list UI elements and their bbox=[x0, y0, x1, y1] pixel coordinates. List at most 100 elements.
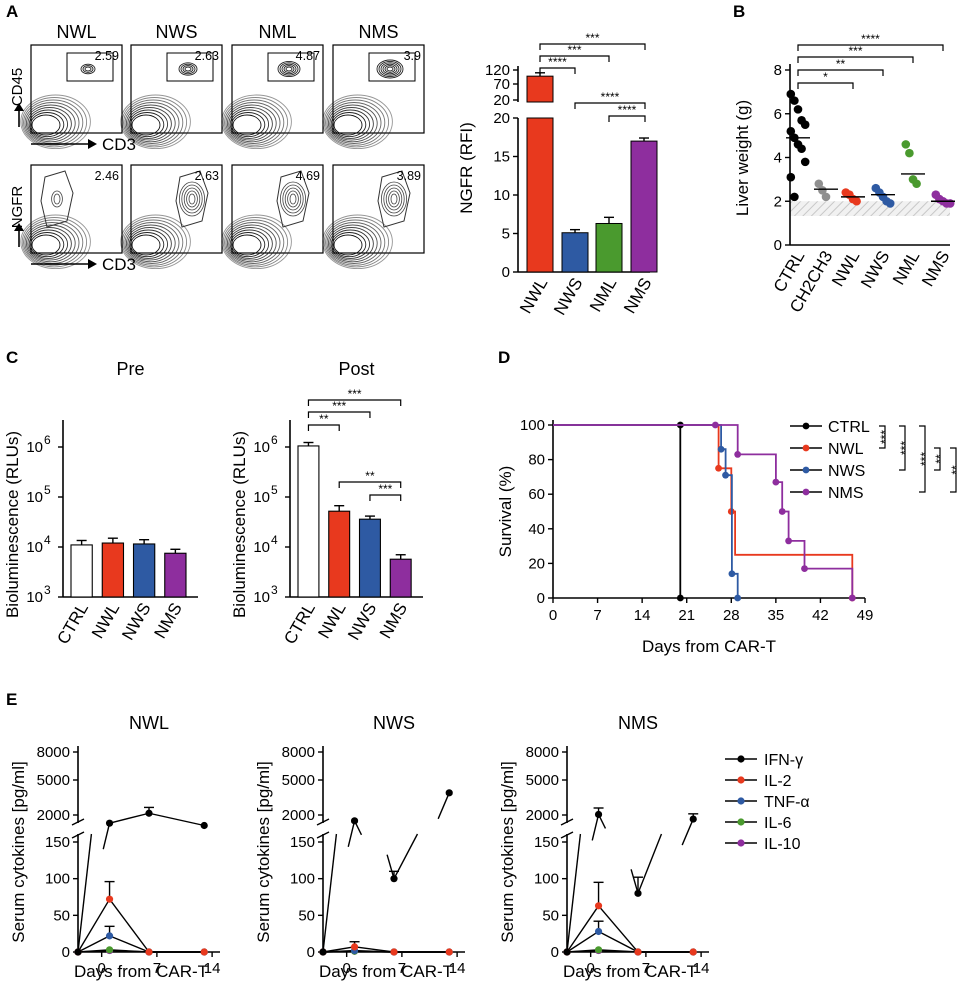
chart-title: Post bbox=[338, 359, 374, 379]
flow-contour bbox=[31, 114, 61, 136]
series-segment-tnf-α bbox=[109, 935, 150, 953]
flow-contour bbox=[121, 217, 188, 268]
significance-stars: *** bbox=[918, 452, 932, 466]
axis-break bbox=[560, 831, 574, 839]
flow-gate-contour bbox=[284, 187, 302, 211]
y-tick-label: 0 bbox=[774, 237, 782, 254]
data-point-ifn-γ bbox=[74, 948, 82, 956]
y-tick-label: 20 bbox=[493, 110, 510, 127]
flow-contour bbox=[123, 99, 184, 146]
flow-gate-value: 3.9 bbox=[404, 49, 421, 63]
significance-bracket bbox=[539, 67, 576, 74]
legend-label: IL-2 bbox=[764, 773, 792, 790]
data-point-nms bbox=[945, 199, 955, 208]
flow-gate-contour bbox=[183, 187, 201, 211]
flow-plot-frame bbox=[231, 44, 324, 134]
y-tick-label: 150 bbox=[290, 834, 315, 851]
y-tick-label: 150 bbox=[534, 834, 559, 851]
data-point-il-2 bbox=[634, 948, 642, 956]
significance-stars: **** bbox=[601, 90, 620, 104]
y-axis-label: Serum cytokines [pg/ml] bbox=[9, 761, 28, 942]
significance-stars: *** bbox=[878, 430, 892, 444]
flow-contour bbox=[23, 99, 84, 146]
flow-contour bbox=[125, 224, 176, 263]
flow-gate-contour bbox=[283, 65, 295, 73]
series-segment-il-2 bbox=[566, 905, 600, 953]
significance-stars: *** bbox=[898, 441, 912, 455]
data-point-ctrl bbox=[790, 192, 799, 202]
data-point-ctrl bbox=[797, 144, 806, 154]
significance-bracket bbox=[338, 481, 402, 488]
series-segment-ifn-γ bbox=[102, 823, 111, 850]
legend-marker-nwl bbox=[802, 444, 810, 452]
panel-d-survival-chart: 0 20 40 60 80 100 0 7 14 21 28 35 42 49 Days from CAR-… bbox=[496, 417, 963, 656]
flow-gate-contour bbox=[383, 184, 405, 214]
flow-contour bbox=[221, 94, 292, 150]
x-tick-label: 14 bbox=[693, 960, 710, 977]
data-point-ifn-γ bbox=[634, 889, 642, 897]
y-tick-label-base: 10 bbox=[26, 489, 43, 506]
significance-bracket bbox=[950, 447, 957, 493]
flow-contour bbox=[28, 109, 69, 139]
significance-stars: ** bbox=[949, 465, 963, 475]
panel-label-a: A bbox=[6, 2, 18, 21]
significance-stars: *** bbox=[378, 482, 392, 496]
significance-bracket bbox=[899, 425, 906, 471]
data-point-nml bbox=[901, 140, 911, 149]
flow-contour bbox=[127, 227, 172, 261]
flow-contour bbox=[224, 99, 285, 146]
significance-bracket bbox=[574, 102, 646, 109]
flow-contour bbox=[329, 107, 374, 141]
x-tick-label: CTRL bbox=[53, 600, 92, 648]
survival-point-nms bbox=[848, 594, 856, 602]
y-tick-label: 8000 bbox=[37, 744, 70, 761]
legend-marker bbox=[737, 839, 745, 847]
series-segment-tnf-α bbox=[77, 935, 110, 953]
y-axis-label: NGFR (RFI) bbox=[457, 122, 476, 214]
flow-contour bbox=[226, 224, 277, 263]
bar-ctrl bbox=[70, 544, 93, 598]
series-segment-il-6 bbox=[566, 949, 599, 953]
y-tick-label-base: 10 bbox=[253, 439, 270, 456]
significance-bracket bbox=[539, 55, 610, 62]
flow-gate bbox=[66, 52, 114, 82]
flow-gate-contour bbox=[376, 59, 404, 79]
data-point-ctrl bbox=[786, 172, 796, 182]
flow-contour bbox=[130, 232, 165, 258]
flow-contour bbox=[333, 114, 363, 136]
flow-gate-contour bbox=[382, 63, 398, 75]
data-point-ifn-γ bbox=[689, 815, 697, 823]
data-point-ch2ch3 bbox=[821, 192, 831, 202]
flow-gate-contour bbox=[279, 62, 299, 76]
flow-contour bbox=[121, 97, 188, 148]
legend-label-nws: NWS bbox=[828, 463, 865, 480]
flow-gate bbox=[166, 52, 214, 82]
significance-stars: ** bbox=[365, 469, 375, 483]
flow-contour bbox=[325, 219, 386, 266]
flow-contour bbox=[323, 217, 390, 268]
flow-gate-contour bbox=[277, 60, 301, 78]
y-axis-label: Serum cytokines [pg/ml] bbox=[254, 761, 273, 942]
series-segment-il-2 bbox=[77, 898, 111, 953]
x-axis-label: Days from CAR-T bbox=[74, 962, 208, 981]
flow-contour bbox=[329, 227, 374, 261]
y-axis-label: Survival (%) bbox=[496, 466, 515, 558]
y-axis-label: Bioluminescence (RLUs) bbox=[3, 431, 22, 618]
flow-plot-frame bbox=[332, 164, 425, 254]
bar-nwl-lower bbox=[526, 117, 554, 273]
x-tick-label: 21 bbox=[678, 607, 695, 624]
legend-label: IFN-γ bbox=[764, 752, 803, 769]
series-segment-ifn-γ bbox=[386, 854, 395, 879]
series-segment-ifn-γ bbox=[322, 833, 338, 953]
series-segment-ifn-γ bbox=[77, 833, 93, 953]
flow-ylabel: CD45 bbox=[9, 68, 26, 106]
data-point-ifn-γ bbox=[319, 948, 327, 956]
chart-title: Pre bbox=[116, 359, 144, 379]
flow-contour bbox=[327, 104, 378, 143]
series-segment-il-6 bbox=[598, 949, 639, 953]
legend-marker-nws bbox=[802, 466, 810, 474]
y-tick-label: 50 bbox=[53, 907, 70, 924]
